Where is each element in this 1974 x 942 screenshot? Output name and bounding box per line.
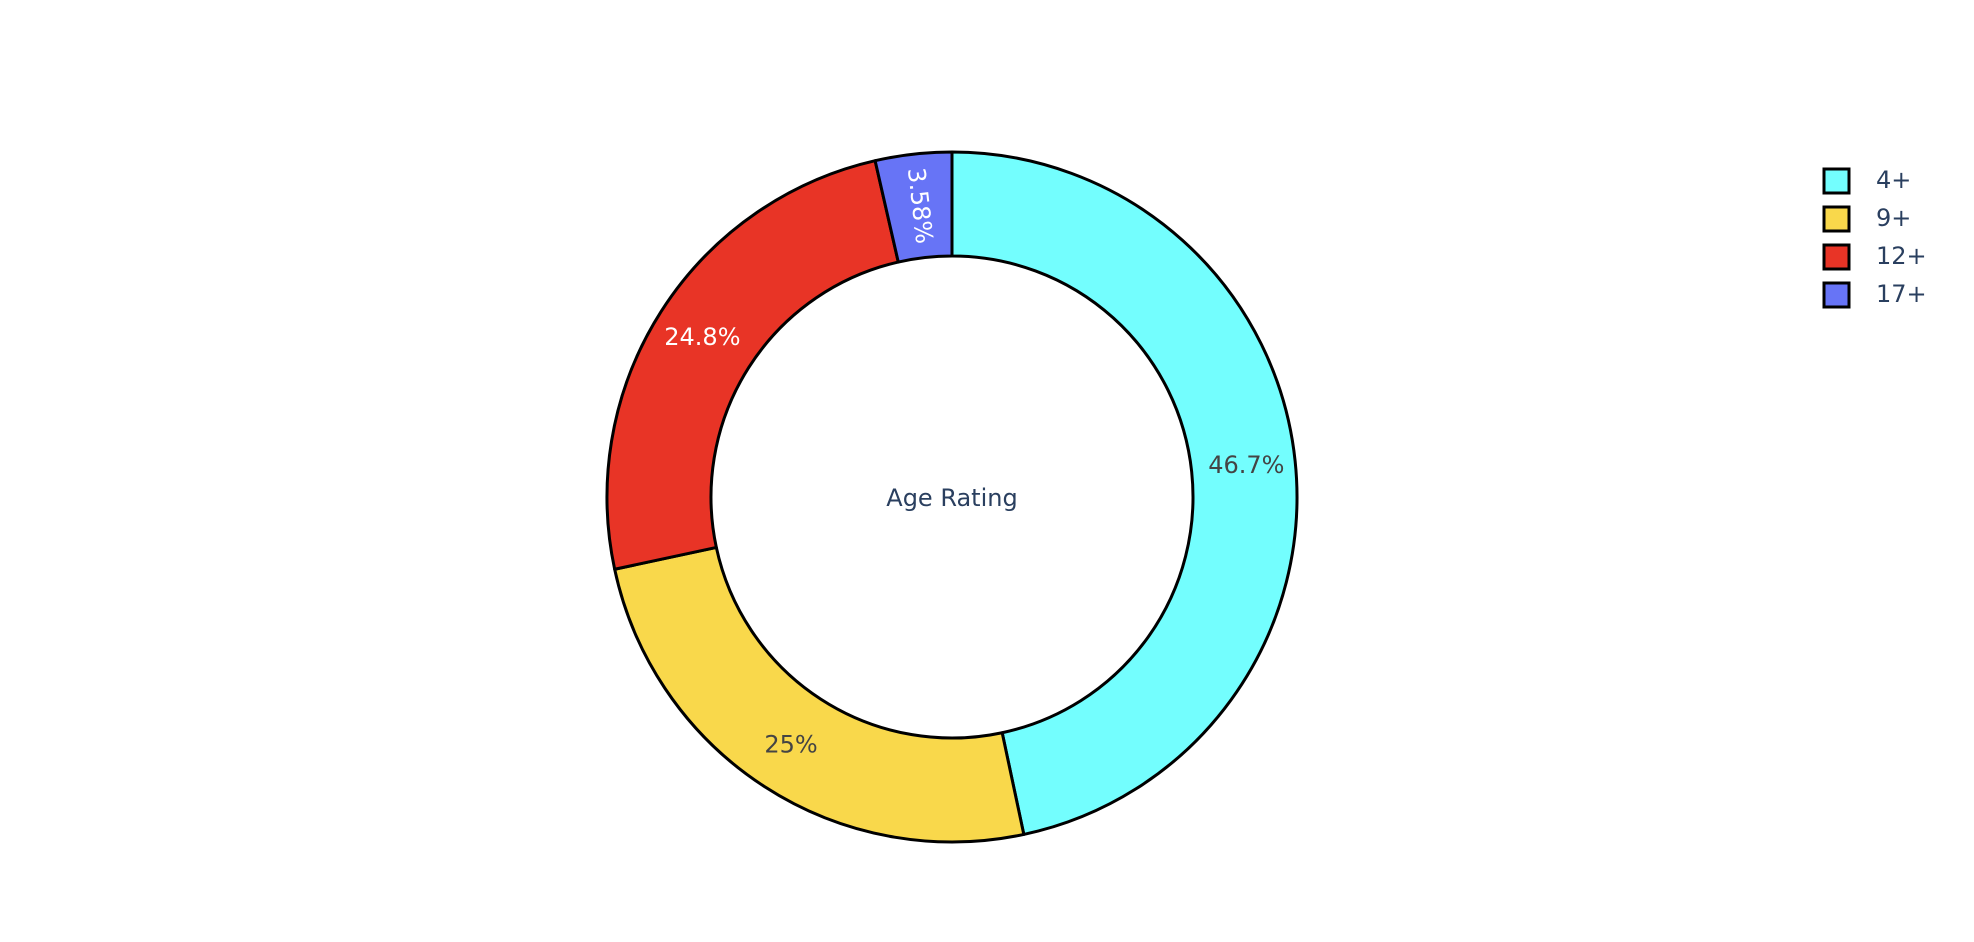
legend-item-4plus[interactable]: 4+	[1822, 166, 1911, 195]
slice-12plus[interactable]	[605, 159, 900, 571]
legend-swatch	[1822, 243, 1851, 271]
legend-label: 17+	[1876, 280, 1927, 308]
slice-label-4plus: 46.7%	[1208, 451, 1284, 479]
legend-label: 9+	[1876, 204, 1911, 232]
slice-label-9plus: 25%	[764, 730, 817, 758]
legend[interactable]: 4+ 9+ 12+ 17+	[1822, 166, 1927, 309]
legend-swatch	[1822, 205, 1851, 233]
legend-swatch	[1822, 167, 1851, 195]
legend-label: 4+	[1876, 166, 1911, 194]
legend-label: 12+	[1876, 242, 1927, 270]
legend-item-9plus[interactable]: 9+	[1822, 204, 1911, 233]
legend-item-17plus[interactable]: 17+	[1822, 280, 1927, 309]
donut-slices	[605, 150, 1299, 844]
slice-17plus[interactable]	[873, 150, 954, 264]
slice-9plus[interactable]	[613, 545, 1026, 844]
legend-swatch	[1822, 281, 1851, 309]
legend-item-12plus[interactable]: 12+	[1822, 242, 1927, 271]
slice-label-12plus: 24.8%	[664, 323, 740, 351]
center-label: Age Rating	[886, 484, 1017, 512]
slice-4plus[interactable]	[950, 150, 1299, 836]
